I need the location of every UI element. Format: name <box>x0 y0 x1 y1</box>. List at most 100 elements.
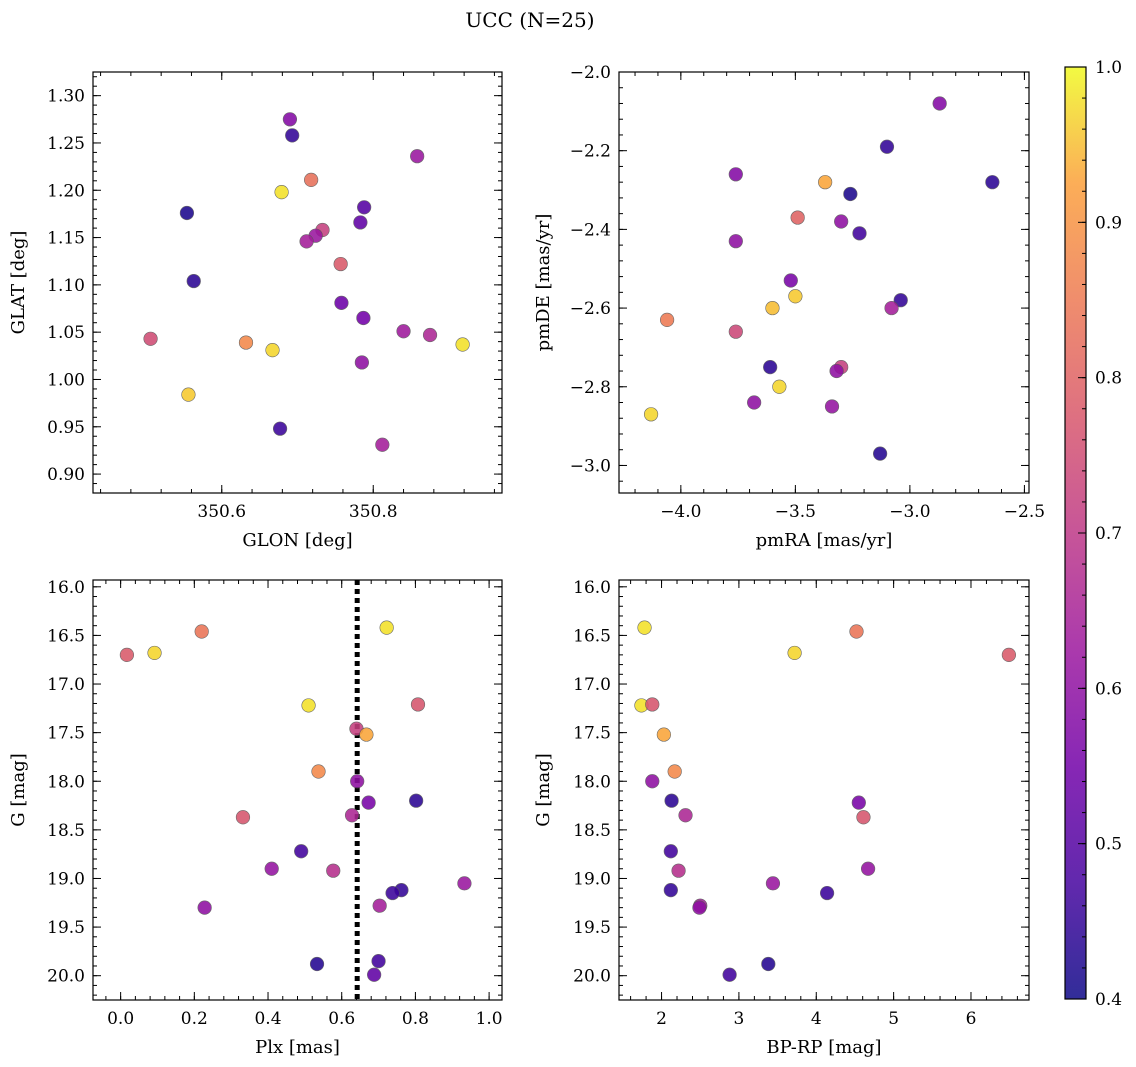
x-tick-label: 3 <box>733 1009 744 1029</box>
scatter-point <box>783 273 798 288</box>
scatter-point <box>1001 647 1016 662</box>
scatter-point <box>834 214 849 229</box>
scatter-point <box>643 407 659 422</box>
scatter-point <box>385 885 400 901</box>
axes-frame <box>618 579 1030 1001</box>
y-tick-label: −2.6 <box>570 299 611 319</box>
scatter-point <box>667 764 682 779</box>
scatter-point <box>194 624 209 639</box>
y-tick-label: 18.5 <box>47 821 85 841</box>
scatter-point <box>692 900 707 915</box>
x-tick-label: 1.0 <box>476 1009 503 1029</box>
axes-frame <box>92 579 503 1001</box>
scatter-point <box>309 956 325 972</box>
scatter-point <box>824 399 840 414</box>
colorbar-tick-label: 1.0 <box>1095 58 1122 78</box>
scatter-point <box>761 956 776 972</box>
scatter-point <box>235 810 251 825</box>
scatter-point <box>285 128 300 143</box>
x-tick-label: −2.5 <box>1004 502 1045 522</box>
y-tick-label: 17.0 <box>573 675 611 695</box>
colorbar-tick-label: 0.5 <box>1095 835 1122 855</box>
scatter-point <box>637 620 652 635</box>
scatter-point <box>849 624 864 639</box>
axes-frame <box>618 71 1030 494</box>
y-tick-label: 19.5 <box>573 918 611 938</box>
scatter-point <box>678 808 693 823</box>
scatter-point <box>663 883 678 898</box>
colorbar-tick-label: 0.8 <box>1095 369 1122 389</box>
scatter-point <box>301 698 316 713</box>
y-tick-label: 16.0 <box>47 578 85 598</box>
scatter-point <box>181 387 196 402</box>
figure-title: UCC (N=25) <box>465 8 594 32</box>
x-tick-label: 5 <box>888 1009 899 1029</box>
scatter-point <box>818 175 833 190</box>
x-axis-label: pmRA [mas/yr] <box>756 530 893 551</box>
scatter-point <box>361 795 376 810</box>
scatter-point <box>410 697 426 712</box>
y-tick-label: 18.0 <box>573 772 611 792</box>
x-tick-label: 4 <box>811 1009 822 1029</box>
scatter-point <box>272 421 288 436</box>
panel-plx-g: 0.0 0.2 0.4 0.6 0.8 1.0 16.0 16.5 17.0 17.5 18.0 18… <box>8 578 503 1058</box>
y-axis-label: G [mag] <box>533 753 554 826</box>
y-tick-label: 17.0 <box>47 675 85 695</box>
scatter-point <box>333 256 348 272</box>
scatter-point <box>282 112 298 127</box>
colorbar-tick-label: 0.6 <box>1095 679 1122 699</box>
scatter-point <box>422 327 438 343</box>
scatter-point <box>356 310 371 326</box>
scatter-point <box>884 300 899 316</box>
scatter-point <box>179 205 195 221</box>
colorbar-tick-label: 0.7 <box>1095 524 1122 544</box>
scatter-point <box>410 149 425 164</box>
scatter-point <box>772 379 787 394</box>
x-axis-label: Plx [mas] <box>255 1037 340 1058</box>
x-tick-label: −3.5 <box>775 502 816 522</box>
y-tick-label: 0.90 <box>47 465 85 485</box>
panel-pmra-pmde: −4.0 −3.5 −3.0 −2.5 −3.0 −2.8 −2.6 −2.4 −2.2 −2.0… <box>533 63 1045 551</box>
scatter-point <box>326 863 341 878</box>
scatter-point <box>660 312 675 327</box>
scatter-point <box>375 437 390 452</box>
scatter-point <box>409 793 424 808</box>
scatter-point <box>367 967 382 982</box>
scatter-point <box>893 293 908 308</box>
y-tick-label: −2.0 <box>570 63 611 83</box>
y-tick-label: 19.0 <box>47 869 85 889</box>
scatter-point <box>765 300 780 316</box>
y-tick-label: −2.4 <box>570 220 611 240</box>
scatter-point <box>119 647 134 662</box>
x-tick-label: 0.8 <box>402 1009 429 1029</box>
x-tick-label: 350.6 <box>197 502 246 522</box>
scatter-point <box>856 810 871 825</box>
panel-bprp-g: 2 3 4 5 6 16.0 16.5 17.0 17.5 18.0 18.5 19.0 19.5 20.… <box>533 578 1030 1058</box>
scatter-point <box>143 331 158 346</box>
scatter-point <box>787 645 802 661</box>
colorbar-gradient <box>1065 67 1086 999</box>
scatter-point <box>873 446 888 461</box>
scatter-point <box>311 764 326 779</box>
y-tick-label: 17.5 <box>47 724 85 744</box>
x-tick-label: 0.0 <box>107 1009 134 1029</box>
axes-frame <box>92 71 503 494</box>
scatter-point <box>372 898 387 913</box>
y-tick-label: 16.0 <box>573 578 611 598</box>
scatter-point <box>747 395 762 410</box>
scatter-point <box>728 167 743 182</box>
scatter-point <box>722 967 737 982</box>
scatter-point <box>656 727 671 742</box>
y-tick-label: 19.5 <box>47 918 85 938</box>
y-tick-label: 1.15 <box>47 229 85 249</box>
scatter-point <box>274 185 289 200</box>
scatter-point <box>788 289 803 304</box>
scatter-point <box>379 620 394 635</box>
scatter-point <box>851 795 866 810</box>
y-axis-label: G [mag] <box>8 753 29 826</box>
y-tick-label: −2.8 <box>570 378 611 398</box>
y-tick-label: 18.0 <box>47 772 85 792</box>
y-tick-label: 1.30 <box>47 87 85 107</box>
scatter-point <box>728 324 743 339</box>
